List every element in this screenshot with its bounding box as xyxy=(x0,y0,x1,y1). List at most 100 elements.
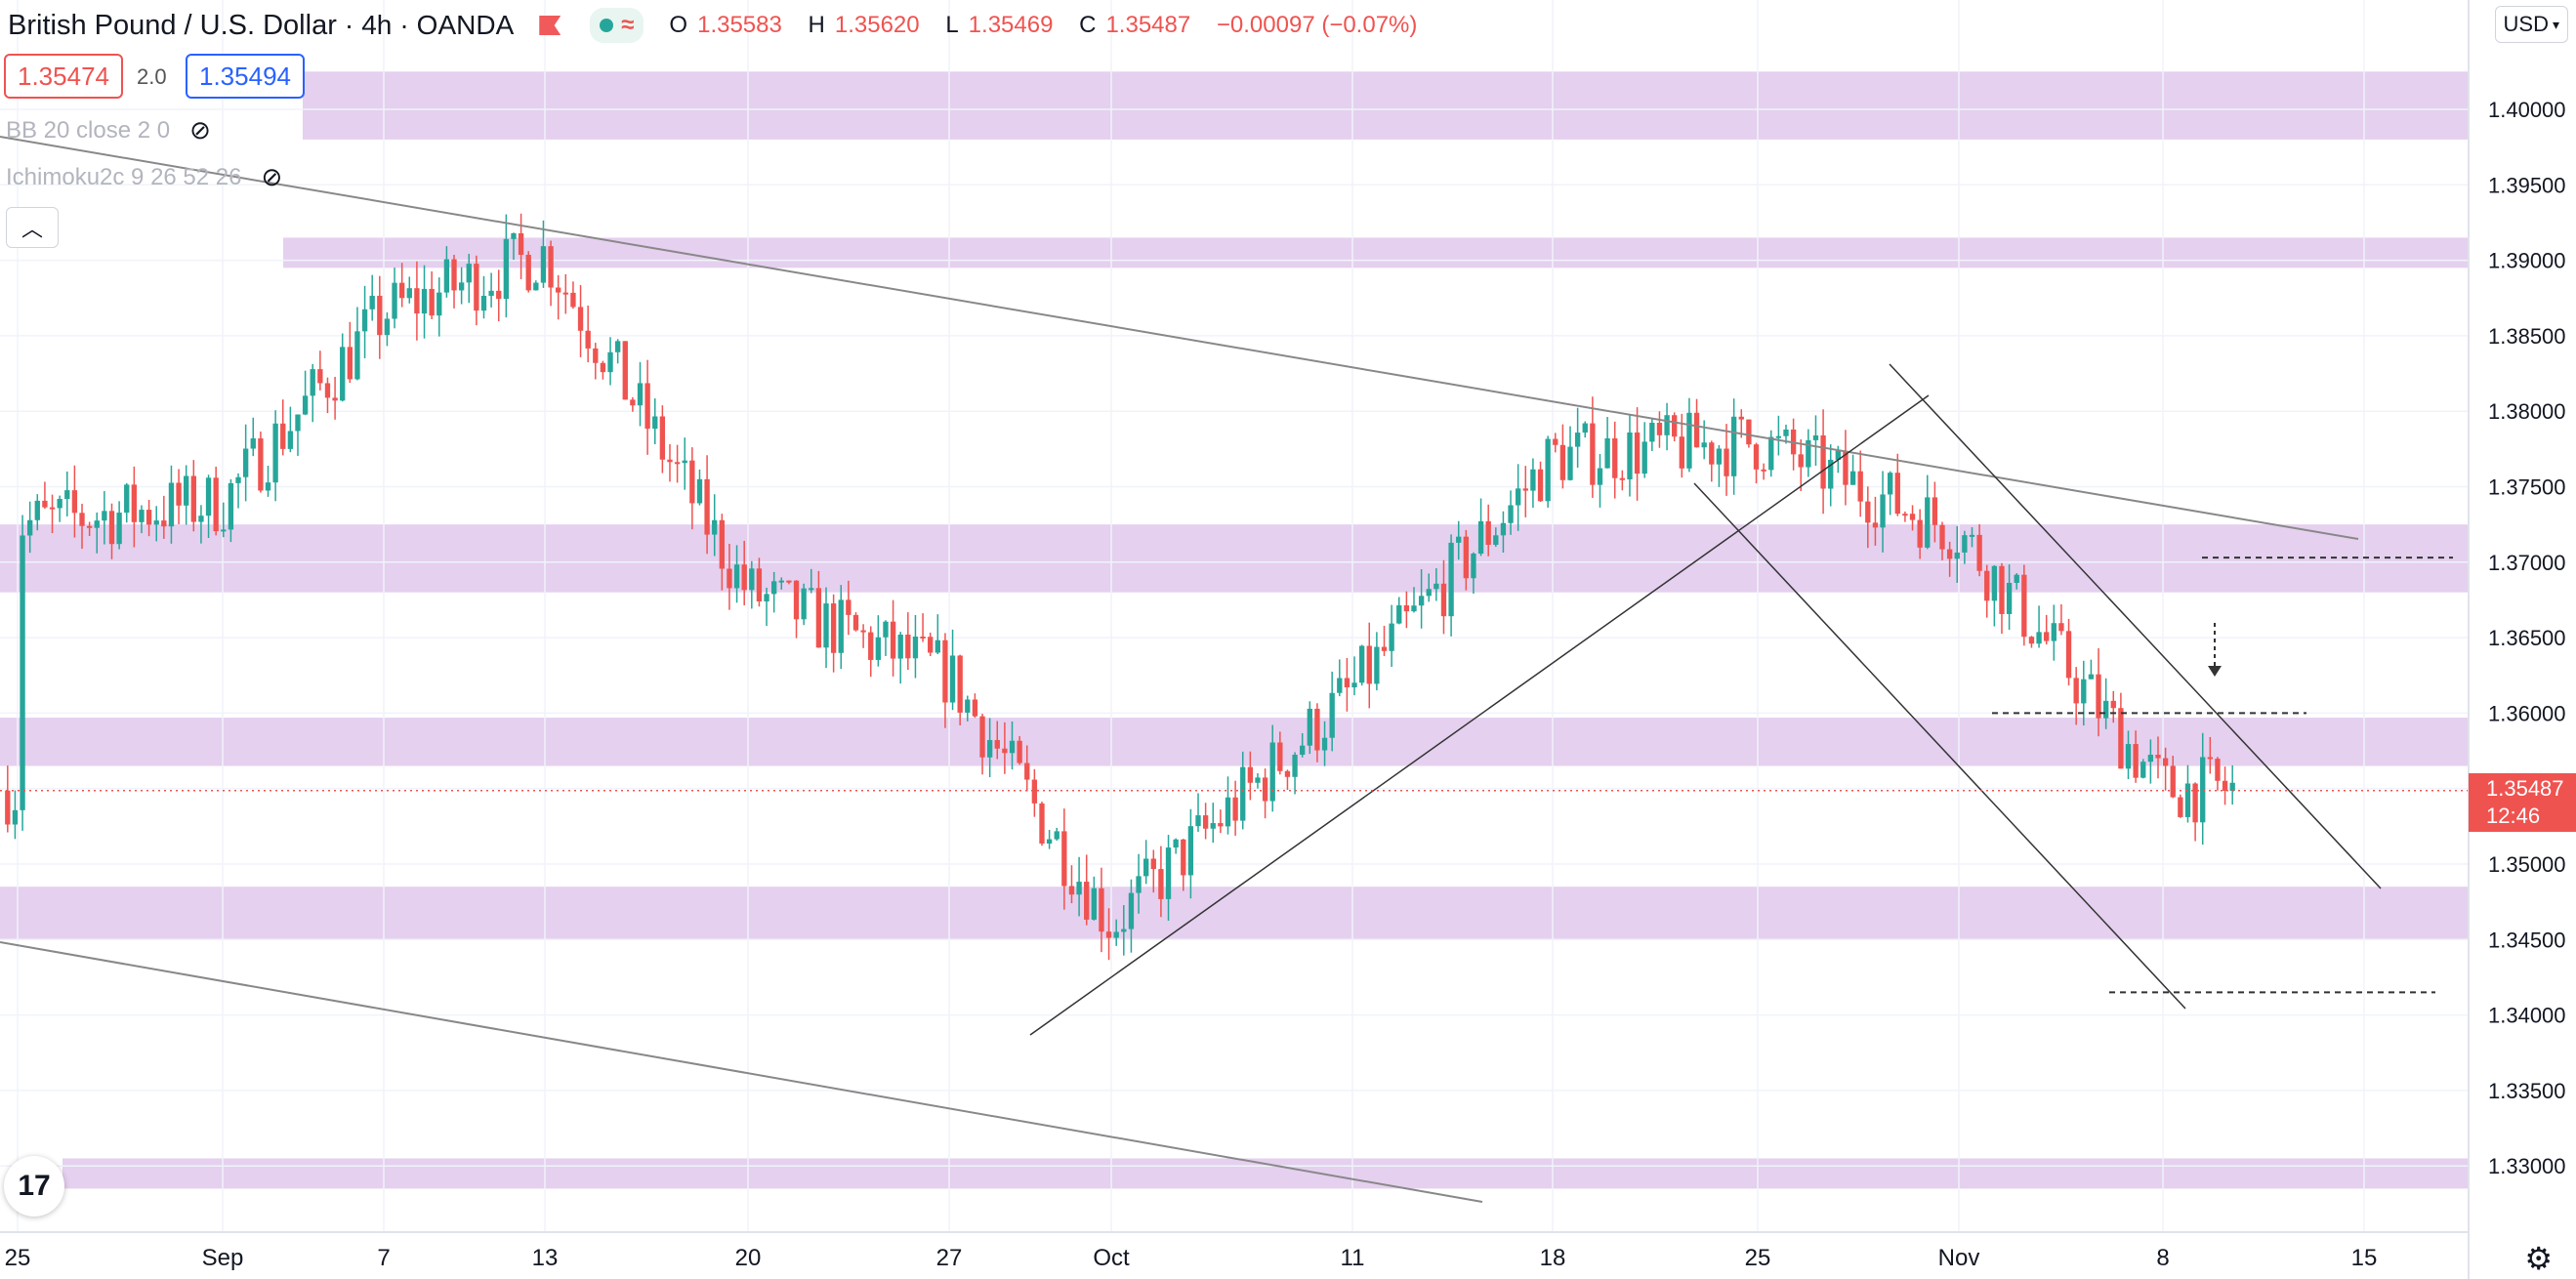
candle-body xyxy=(749,568,755,591)
candle-body xyxy=(1679,436,1684,469)
candle-body xyxy=(272,423,278,483)
sr-zone[interactable] xyxy=(0,887,2469,940)
candle-body xyxy=(1753,444,1760,470)
candle-body xyxy=(1516,488,1521,506)
candle-body xyxy=(139,510,145,522)
candle-body xyxy=(1091,887,1097,920)
candle-body xyxy=(1917,519,1923,548)
candle-body xyxy=(875,637,882,660)
candle-body xyxy=(443,259,450,293)
candle-body xyxy=(1559,444,1566,480)
candle-body xyxy=(287,431,294,449)
candle-body xyxy=(116,513,122,545)
candle-body xyxy=(2133,744,2139,778)
candle-body xyxy=(2222,780,2228,792)
candle-body xyxy=(1300,745,1306,756)
candle-body xyxy=(1493,535,1499,546)
candle-body xyxy=(1448,542,1454,617)
candle-body xyxy=(637,383,644,406)
candle-body xyxy=(2200,757,2206,823)
candle-body xyxy=(377,295,383,336)
sr-zone[interactable] xyxy=(0,524,2469,593)
flag-icon[interactable] xyxy=(539,16,561,35)
candle-body xyxy=(1902,514,1908,516)
trend-line[interactable] xyxy=(1693,482,2186,1010)
wave-icon: ≈ xyxy=(621,12,635,38)
arrow-head xyxy=(2208,666,2222,677)
indicator-bb[interactable]: BB 20 close 2 0 ⊘ xyxy=(6,115,211,144)
candle-body xyxy=(168,482,175,527)
candle-body xyxy=(2118,708,2124,769)
market-status-pill[interactable]: ≈ xyxy=(590,8,644,43)
candle-body xyxy=(1485,520,1491,546)
candle-body xyxy=(1440,583,1447,617)
price-tick-label: 1.36500 xyxy=(2488,626,2566,650)
sr-zone[interactable] xyxy=(283,237,2469,268)
sr-zone[interactable] xyxy=(303,71,2469,140)
candle-body xyxy=(354,331,360,380)
candle-body xyxy=(57,498,62,509)
indicator-ichimoku[interactable]: Ichimoku2c 9 26 52 26 ⊘ xyxy=(6,162,283,191)
trend-line[interactable] xyxy=(1889,363,2382,889)
interval-label[interactable]: 4h xyxy=(361,10,393,40)
candle-body xyxy=(1880,494,1886,528)
buy-price-button[interactable]: 1.35494 xyxy=(186,54,305,99)
tradingview-logo-icon[interactable]: 17 xyxy=(4,1156,64,1217)
candle-body xyxy=(317,369,323,384)
trend-line[interactable] xyxy=(1029,394,1930,1036)
candle-body xyxy=(1530,469,1536,491)
gear-icon[interactable]: ⚙ xyxy=(2524,1241,2553,1276)
trend-line[interactable] xyxy=(0,136,2359,540)
candle-body xyxy=(213,477,219,532)
candle-body xyxy=(1024,763,1030,780)
price-tick-label: 1.33500 xyxy=(2488,1079,2566,1103)
candle-body xyxy=(1991,565,1998,601)
candle-body xyxy=(131,484,138,522)
candle-body xyxy=(883,621,889,638)
symbol-title[interactable]: British Pound / U.S. Dollar xyxy=(8,9,337,41)
candle-body xyxy=(1195,815,1201,827)
trend-line[interactable] xyxy=(0,941,1483,1203)
currency-select[interactable]: USD ▾ xyxy=(2494,6,2568,43)
candle-body xyxy=(1730,416,1737,476)
candle-body xyxy=(42,500,48,508)
collapse-legend-button[interactable]: ︿ xyxy=(6,207,59,248)
price-tick-label: 1.38000 xyxy=(2488,399,2566,424)
candle-body xyxy=(1165,847,1172,899)
eye-hidden-icon[interactable]: ⊘ xyxy=(261,162,283,191)
candle-body xyxy=(1701,442,1707,448)
candle-body xyxy=(1105,931,1112,938)
candle-body xyxy=(302,395,309,415)
candle-body xyxy=(1128,892,1135,929)
candle-body xyxy=(1724,448,1729,476)
candle-body xyxy=(1463,536,1469,579)
candle-body xyxy=(1337,678,1343,693)
candle-body xyxy=(1567,446,1573,480)
candle-body xyxy=(2147,755,2154,763)
sell-price-button[interactable]: 1.35474 xyxy=(4,54,123,99)
candle-body xyxy=(1218,823,1224,827)
candle-body xyxy=(1969,534,1975,537)
eye-hidden-icon[interactable]: ⊘ xyxy=(189,115,211,144)
candle-body xyxy=(392,282,397,319)
candle-body xyxy=(1664,415,1670,435)
candle-body xyxy=(79,513,85,526)
candle-body xyxy=(1269,742,1275,802)
candle-body xyxy=(1894,473,1900,515)
candle-body xyxy=(674,462,681,465)
candle-body xyxy=(176,482,182,506)
time-tick-label: 7 xyxy=(377,1245,390,1271)
time-tick-label: Sep xyxy=(202,1245,244,1271)
time-tick-label: 25 xyxy=(1745,1245,1771,1271)
candle-body xyxy=(1641,441,1647,474)
candle-body xyxy=(2102,700,2109,719)
price-tick-label: 1.34500 xyxy=(2488,928,2566,952)
candle-body xyxy=(682,460,687,464)
chart-header: British Pound / U.S. Dollar · 4h · OANDA… xyxy=(8,6,1427,45)
time-tick-label: 11 xyxy=(1341,1245,1365,1271)
candle-body xyxy=(614,341,621,352)
time-tick-label: Oct xyxy=(1093,1245,1130,1271)
sr-zone[interactable] xyxy=(0,718,2469,766)
candle-body xyxy=(2096,674,2101,719)
